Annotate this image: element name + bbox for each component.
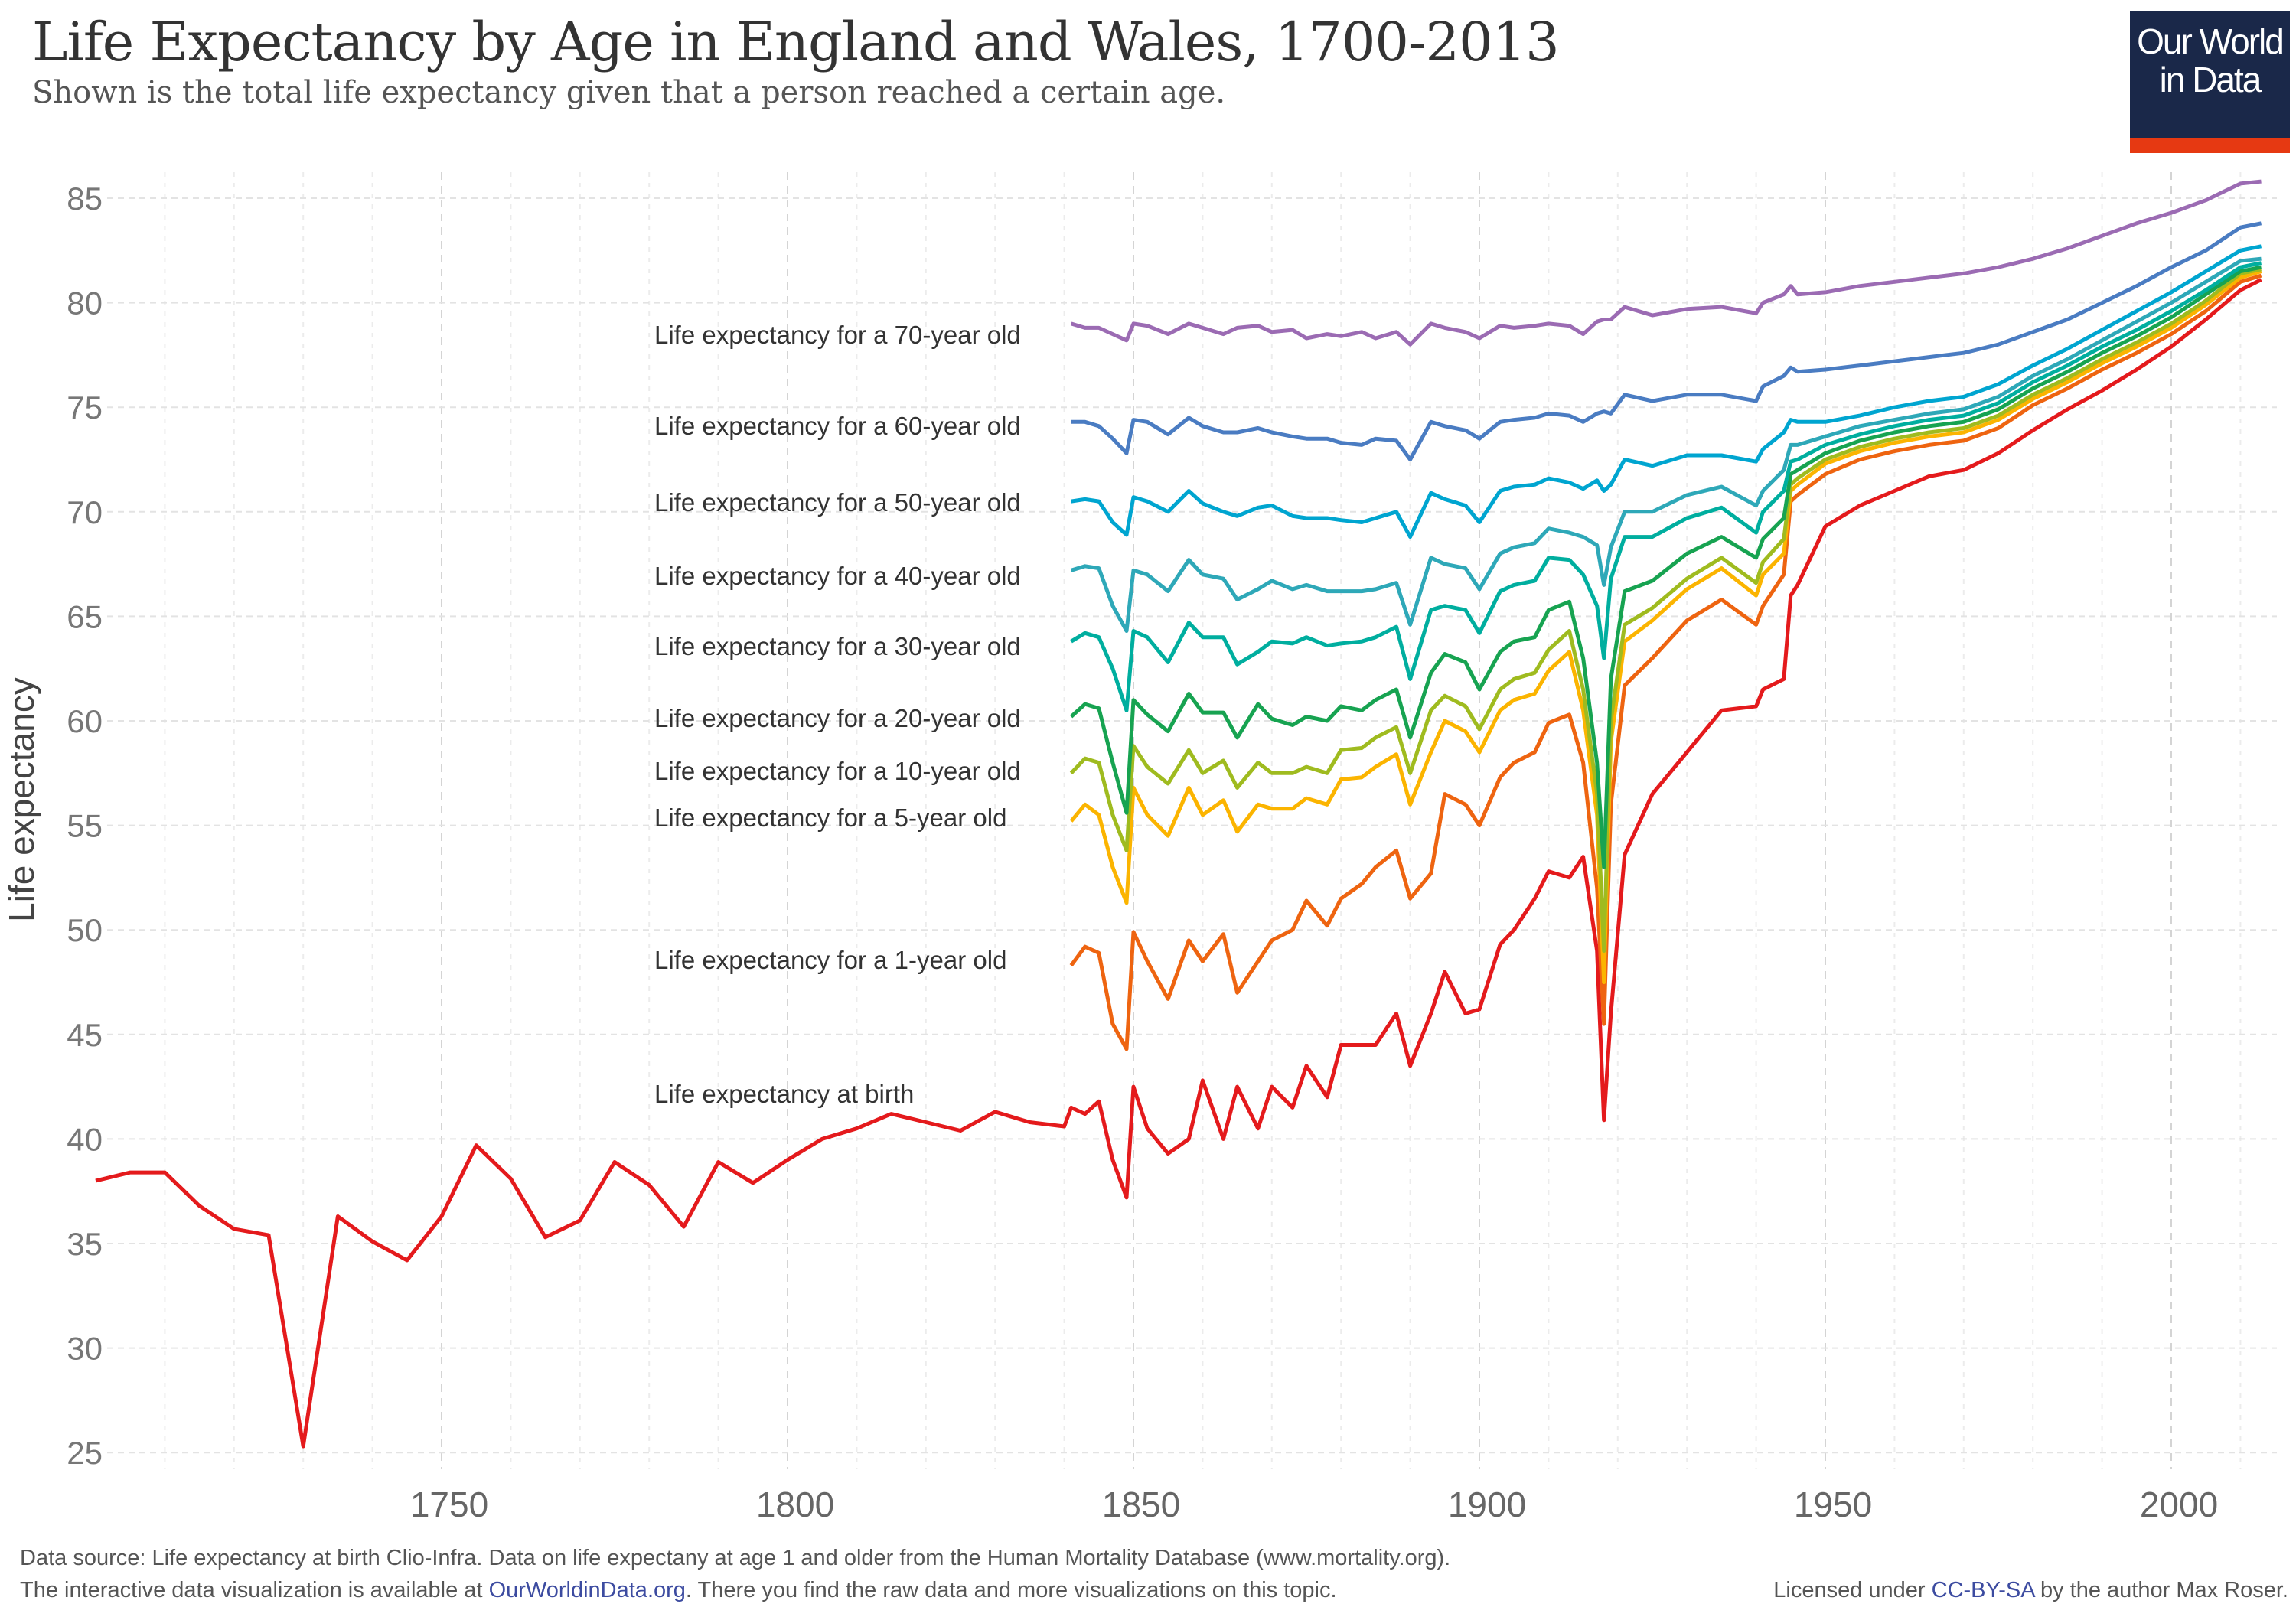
series-line-age-70[interactable] — [1070, 179, 2262, 347]
y-tick-label: 65 — [67, 598, 103, 634]
y-tick-label: 25 — [67, 1435, 103, 1471]
x-tick-label: 2000 — [2140, 1485, 2218, 1524]
series-label-birth: Life expectancy at birth — [654, 1080, 914, 1108]
series-label-age-40: Life expectancy for a 40-year old — [654, 562, 1021, 590]
license-note: Licensed under CC-BY-SA by the author Ma… — [1773, 1578, 2288, 1603]
x-tick-label: 1850 — [1102, 1485, 1180, 1524]
interactive-prefix: The interactive data visualization is av… — [20, 1578, 489, 1602]
y-tick-label: 85 — [67, 181, 103, 217]
interactive-suffix: . There you find the raw data and more v… — [685, 1578, 1337, 1602]
series-label-age-10: Life expectancy for a 10-year old — [654, 757, 1021, 785]
series-line-age-30[interactable] — [1070, 261, 2262, 712]
series-label-age-60: Life expectancy for a 60-year old — [654, 412, 1021, 440]
source-note: Data source: Life expectancy at birth Cl… — [20, 1546, 1451, 1570]
y-tick-label: 45 — [67, 1017, 103, 1053]
interactive-note: The interactive data visualization is av… — [20, 1578, 1337, 1603]
owid-link[interactable]: OurWorldinData.org — [488, 1578, 686, 1602]
license-suffix: by the author Max Roser. — [2033, 1578, 2288, 1602]
owid-logo[interactable]: Our World in Data — [2130, 11, 2290, 153]
logo-accent-bar — [2130, 138, 2290, 153]
license-link[interactable]: CC-BY-SA — [1931, 1578, 2034, 1602]
series-line-age-50[interactable] — [1071, 244, 2262, 539]
y-tick-label: 50 — [67, 912, 103, 948]
y-tick-label: 75 — [67, 390, 103, 425]
series-line-age-10[interactable] — [1069, 267, 2262, 953]
y-tick-label: 40 — [67, 1121, 103, 1157]
x-tick-label: 1750 — [410, 1485, 488, 1524]
y-tick-label: 80 — [67, 285, 103, 321]
series-line-age-20[interactable] — [1069, 265, 2262, 869]
series-line-age-5[interactable] — [1069, 269, 2262, 984]
x-tick-label: 1800 — [756, 1485, 834, 1524]
license-prefix: Licensed under — [1773, 1578, 1932, 1602]
series-label-age-50: Life expectancy for a 50-year old — [654, 488, 1021, 517]
y-axis-title: Life expectancy — [2, 677, 41, 922]
series-label-age-70: Life expectancy for a 70-year old — [654, 321, 1021, 349]
y-tick-label: 30 — [67, 1331, 103, 1367]
y-tick-label: 70 — [67, 494, 103, 530]
series-line-age-60[interactable] — [1071, 221, 2262, 461]
series-line-age-40[interactable] — [1070, 256, 2262, 633]
x-tick-label: 1950 — [1794, 1485, 1872, 1524]
y-tick-label: 35 — [67, 1226, 103, 1262]
series-label-age-5: Life expectancy for a 5-year old — [654, 804, 1006, 832]
series-label-age-30: Life expectancy for a 30-year old — [654, 632, 1021, 660]
series-label-age-1: Life expectancy for a 1-year old — [654, 946, 1006, 974]
chart-title: Life Expectancy by Age in England and Wa… — [32, 11, 1560, 73]
chart-subtitle: Shown is the total life expectancy given… — [32, 75, 1226, 110]
x-tick-label: 1900 — [1448, 1485, 1526, 1524]
y-tick-label: 60 — [67, 703, 103, 739]
series-line-birth[interactable] — [95, 278, 2262, 1449]
y-tick-label: 55 — [67, 808, 103, 844]
series-label-age-20: Life expectancy for a 20-year old — [654, 704, 1021, 732]
series-line-age-1[interactable] — [1069, 273, 2262, 1051]
